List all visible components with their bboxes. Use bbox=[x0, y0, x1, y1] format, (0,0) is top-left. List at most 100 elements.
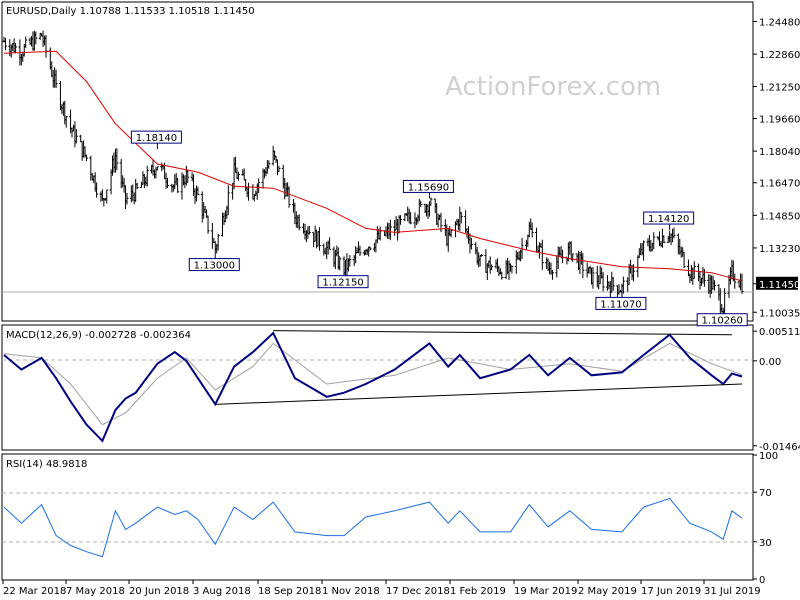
macd-panel-frame bbox=[1, 324, 754, 451]
price-tick-label: 1.14850 bbox=[759, 211, 800, 222]
price-bar bbox=[115, 148, 119, 171]
price-bar bbox=[662, 235, 666, 244]
price-bar bbox=[84, 154, 88, 162]
price-annotation: 1.13000 bbox=[188, 252, 240, 272]
price-bar bbox=[297, 214, 301, 231]
price-annotation: 1.14120 bbox=[643, 211, 695, 231]
price-bar bbox=[713, 280, 717, 291]
price-bar bbox=[64, 115, 68, 128]
price-bar bbox=[682, 251, 686, 269]
price-bar bbox=[34, 31, 38, 45]
annotation-label: 1.15690 bbox=[408, 182, 449, 193]
price-bar bbox=[621, 276, 625, 294]
price-bar bbox=[328, 237, 332, 250]
price-bar bbox=[459, 211, 463, 224]
price-axis: 1.24480 1.22860 1.21250 1.19660 1.18040 1.164… bbox=[753, 18, 800, 319]
price-bar bbox=[236, 171, 240, 181]
price-bar bbox=[338, 256, 342, 271]
macd-tick-label: -0.014647 bbox=[759, 442, 800, 453]
current-price-label: 1.11450 bbox=[759, 280, 800, 291]
price-tick-label: 1.10035 bbox=[759, 308, 800, 319]
annotation-box bbox=[317, 275, 369, 289]
price-tick-label: 1.19660 bbox=[759, 115, 800, 126]
price-bar bbox=[449, 229, 453, 238]
price-bar bbox=[95, 182, 99, 198]
price-header: EURUSD,Daily 1.10788 1.11533 1.10518 1.1… bbox=[6, 6, 255, 17]
price-bar bbox=[186, 170, 190, 183]
price-tick-label: 1.22860 bbox=[759, 50, 800, 61]
time-tick-label: 17 Jun 2019 bbox=[641, 586, 701, 597]
rsi-tick-label: 0 bbox=[759, 575, 765, 586]
rsi-panel-frame bbox=[1, 453, 754, 581]
price-bar bbox=[409, 212, 413, 225]
time-tick-label: 18 Sep 2018 bbox=[258, 586, 321, 597]
price-bar bbox=[3, 37, 7, 51]
time-tick-label: 1 Feb 2019 bbox=[450, 586, 506, 597]
price-annotation: 1.18140 bbox=[130, 130, 182, 150]
price-bar bbox=[210, 223, 214, 249]
price-bar bbox=[348, 254, 352, 267]
annotation-box bbox=[188, 258, 240, 272]
price-bar bbox=[277, 165, 281, 173]
rsi-tick-label: 70 bbox=[759, 488, 772, 499]
time-tick-label: 22 Mar 2018 bbox=[3, 586, 66, 597]
price-bars-group bbox=[2, 30, 744, 317]
price-bar bbox=[642, 240, 646, 261]
price-bar bbox=[257, 178, 261, 194]
rsi-tick-label: 30 bbox=[759, 538, 772, 549]
time-tick-label: 19 Mar 2019 bbox=[514, 586, 577, 597]
price-annotation: 1.15690 bbox=[402, 179, 454, 199]
annotation-label: 1.18140 bbox=[136, 133, 177, 144]
rsi-header: RSI(14) 48.9818 bbox=[6, 459, 87, 470]
rsi-line bbox=[3, 497, 743, 558]
price-bar bbox=[692, 261, 696, 279]
price-bar bbox=[480, 254, 484, 257]
macd-axis: 0.005114 0.00 -0.014647 bbox=[753, 327, 800, 453]
annotation-box bbox=[595, 296, 647, 310]
current-price-box bbox=[756, 276, 798, 290]
price-bar bbox=[540, 239, 544, 270]
price-bar bbox=[368, 246, 372, 251]
rsi-axis: 100 70 30 0 bbox=[753, 451, 778, 586]
macd-tick-label: 0.005114 bbox=[759, 327, 800, 338]
annotation-label: 1.12150 bbox=[322, 278, 363, 289]
price-bar bbox=[135, 182, 139, 190]
price-tick-label: 1.16470 bbox=[759, 179, 800, 190]
macd-tick-label: 0.00 bbox=[759, 357, 781, 368]
time-tick-label: 2 May 2019 bbox=[578, 586, 637, 597]
annotation-box bbox=[696, 313, 748, 327]
price-tick-label: 1.21250 bbox=[759, 83, 800, 94]
macd-line bbox=[3, 331, 743, 443]
annotation-label: 1.10260 bbox=[702, 316, 743, 327]
price-bar bbox=[601, 272, 605, 292]
price-bar bbox=[145, 165, 149, 187]
price-bar bbox=[672, 227, 676, 239]
annotation-box bbox=[643, 211, 695, 225]
price-bar bbox=[196, 186, 200, 196]
price-annotation: 1.11070 bbox=[595, 291, 647, 310]
price-bar bbox=[388, 219, 392, 241]
price-bar bbox=[176, 177, 180, 193]
rsi-tick-label: 100 bbox=[759, 451, 778, 462]
price-bar bbox=[226, 185, 230, 216]
time-tick-label: 7 May 2018 bbox=[66, 586, 125, 597]
price-bar bbox=[317, 227, 321, 251]
price-bar bbox=[510, 265, 514, 274]
macd-header: MACD(12,26,9) -0.002728 -0.002364 bbox=[6, 330, 191, 341]
price-bar bbox=[429, 197, 433, 206]
price-annotation: 1.12150 bbox=[317, 269, 369, 289]
price-bar bbox=[54, 69, 58, 89]
time-tick-label: 17 Dec 2018 bbox=[386, 586, 450, 597]
price-bar bbox=[591, 266, 595, 289]
price-tick-label: 1.18040 bbox=[759, 147, 800, 158]
price-bar bbox=[398, 215, 402, 225]
price-bar bbox=[267, 160, 271, 169]
price-bar bbox=[105, 189, 109, 204]
time-tick-label: 3 Aug 2018 bbox=[193, 586, 251, 597]
watermark: ActionForex.com bbox=[445, 72, 661, 102]
price-bar bbox=[24, 36, 28, 49]
price-bar bbox=[358, 245, 362, 256]
price-bar bbox=[14, 43, 18, 53]
price-bar bbox=[79, 134, 83, 143]
